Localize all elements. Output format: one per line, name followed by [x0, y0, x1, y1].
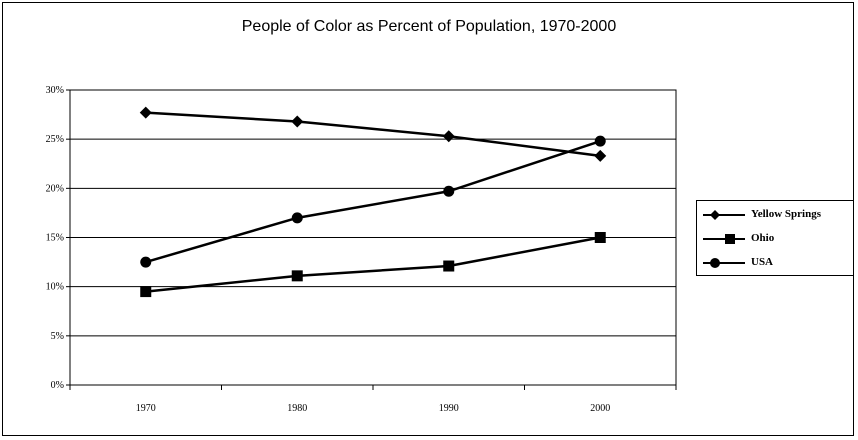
- data-point-ohio: [443, 260, 455, 272]
- series-line-usa: [145, 139, 601, 264]
- y-tick-label: 0%: [51, 380, 64, 391]
- series-line-yellow-springs: [145, 111, 601, 158]
- data-point-usa: [443, 185, 455, 197]
- legend-label: USA: [751, 256, 774, 268]
- y-tick-label: 5%: [51, 331, 64, 342]
- legend-marker-circle: [703, 258, 745, 268]
- x-tick-label: 1990: [439, 403, 459, 414]
- data-point-ohio: [140, 286, 152, 298]
- y-tick-label: 30%: [46, 85, 64, 96]
- data-point-yellow-springs: [442, 130, 455, 143]
- y-tick-label: 20%: [46, 183, 64, 194]
- data-point-ohio: [594, 232, 606, 243]
- x-tick-label: 2000: [590, 403, 610, 414]
- x-tick-label: 1980: [287, 403, 307, 414]
- series-line-ohio: [145, 236, 601, 293]
- legend-item-usa: USA: [701, 254, 851, 272]
- data-point-usa: [594, 135, 606, 147]
- legend-label: Ohio: [751, 232, 775, 244]
- legend-item-ohio: Ohio: [701, 230, 851, 248]
- data-point-ohio: [291, 270, 303, 282]
- data-point-usa: [291, 212, 303, 224]
- legend-marker-square: [703, 234, 745, 244]
- data-point-yellow-springs: [291, 115, 304, 128]
- x-tick-label: 1970: [136, 403, 156, 414]
- legend-item-yellow-springs: Yellow Springs: [701, 206, 851, 224]
- data-point-usa: [140, 256, 152, 268]
- chart-legend: Yellow Springs Ohio USA: [696, 200, 854, 276]
- legend-marker-diamond: [703, 210, 745, 220]
- legend-label: Yellow Springs: [751, 208, 821, 220]
- chart-title: People of Color as Percent of Population…: [241, 18, 617, 35]
- y-tick-label: 15%: [46, 233, 64, 244]
- y-tick-label: 10%: [46, 282, 64, 293]
- data-point-yellow-springs: [139, 106, 152, 119]
- data-point-yellow-springs: [594, 149, 607, 162]
- y-tick-label: 25%: [46, 134, 64, 145]
